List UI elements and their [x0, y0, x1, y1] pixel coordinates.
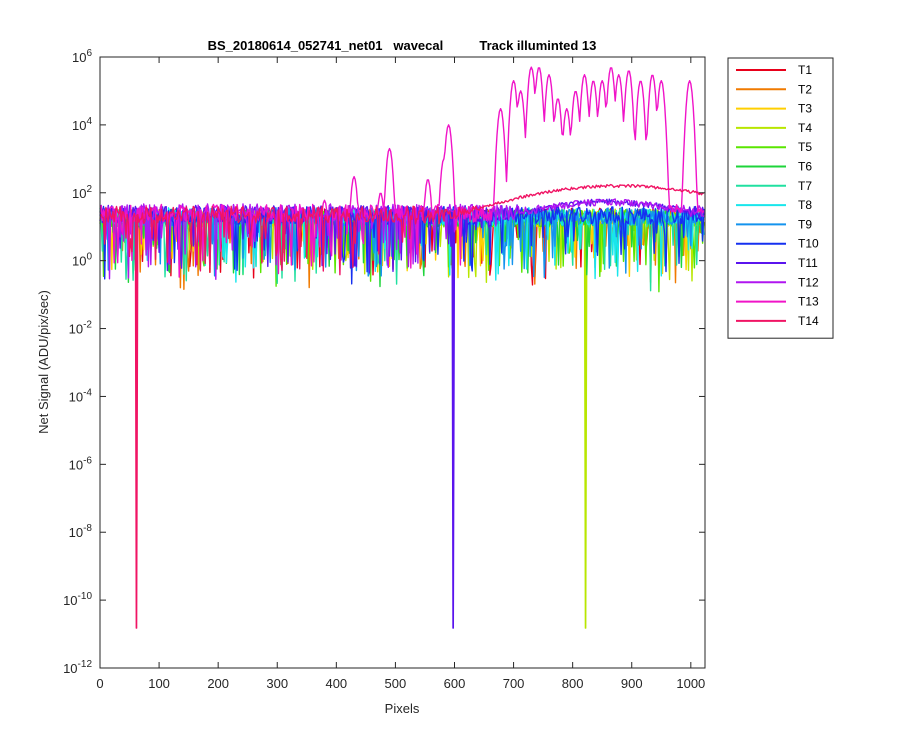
y-tick-label: 10-4	[69, 387, 93, 404]
plot-area	[100, 57, 705, 668]
x-tick-label: 600	[444, 676, 466, 691]
x-tick-label: 800	[562, 676, 584, 691]
legend-label-t1: T1	[798, 63, 812, 77]
legend-label-t8: T8	[798, 198, 812, 212]
axes-layer: 0 100 200 300 400 500 600 700 800 900 1000 10-12 10-…	[63, 48, 706, 691]
y-tick-label: 100	[72, 252, 92, 269]
y-tick-label: 102	[72, 184, 92, 201]
legend-label-t4: T4	[798, 121, 812, 135]
y-tick-label: 10-10	[63, 591, 92, 608]
legend-label-t11: T11	[798, 256, 818, 270]
series-line-t14	[99, 183, 705, 629]
x-tick-label: 1000	[676, 676, 705, 691]
legend-label-t10: T10	[798, 237, 819, 251]
legend-label-t9: T9	[798, 217, 812, 231]
x-tick-label: 100	[148, 676, 170, 691]
x-tick-label: 0	[96, 676, 103, 691]
legend-label-t2: T2	[798, 82, 812, 96]
x-tick-label: 900	[621, 676, 643, 691]
y-tick-label: 10-6	[69, 455, 93, 472]
legend-label-t3: T3	[798, 102, 812, 116]
legend-label-t13: T13	[798, 295, 819, 309]
legend-label-t6: T6	[798, 160, 812, 174]
legend-label-t7: T7	[798, 179, 812, 193]
legend-label-t14: T14	[798, 314, 819, 328]
y-tick-label: 10-8	[69, 523, 93, 540]
x-tick-label: 400	[325, 676, 347, 691]
legend-box	[727, 57, 834, 339]
axes-box	[99, 56, 706, 669]
y-tick-label: 10-12	[63, 659, 92, 676]
y-axis-label: Net Signal (ADU/pix/sec)	[36, 290, 51, 434]
x-axis-label: Pixels	[385, 701, 420, 716]
legend: T1 T2 T3 T4 T5 T6 T7 T8 T9 T10 T11 T12 T13 T14	[727, 57, 834, 339]
series-line-t13	[99, 66, 705, 278]
x-tick-label: 300	[266, 676, 288, 691]
x-tick-label: 200	[207, 676, 229, 691]
legend-label-t5: T5	[798, 140, 812, 154]
y-tick-label: 104	[72, 116, 92, 133]
y-tick-label: 10-2	[69, 320, 93, 337]
x-tick-label: 500	[385, 676, 407, 691]
y-tick-label: 106	[72, 48, 92, 65]
x-tick-label: 700	[503, 676, 525, 691]
series-layer	[99, 66, 705, 629]
chart-title: BS_20180614_052741_net01 wavecal Track i…	[208, 38, 597, 53]
legend-label-t12: T12	[798, 275, 819, 289]
